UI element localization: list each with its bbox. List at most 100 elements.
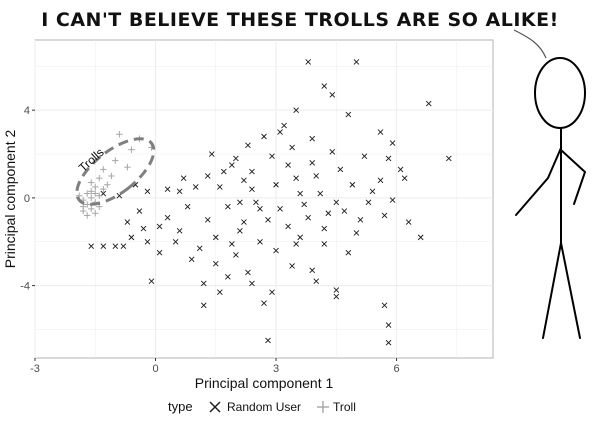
random-user-point bbox=[176, 188, 183, 195]
random-user-point bbox=[225, 203, 231, 210]
random-user-point bbox=[184, 203, 191, 210]
random-user-point bbox=[233, 155, 239, 162]
random-user-point-stroke bbox=[313, 173, 320, 179]
random-user-point bbox=[321, 241, 328, 247]
random-user-point bbox=[216, 184, 223, 190]
troll-point bbox=[92, 183, 99, 191]
troll-ellipse bbox=[75, 137, 156, 206]
random-user-point bbox=[221, 168, 227, 175]
random-user-point-stroke bbox=[225, 203, 231, 210]
random-user-point-stroke bbox=[417, 234, 424, 241]
random-user-point bbox=[229, 241, 235, 247]
random-user-point-stroke bbox=[132, 181, 139, 188]
random-user-point-stroke bbox=[377, 129, 384, 135]
random-user-point bbox=[349, 181, 356, 188]
random-user-point bbox=[297, 190, 303, 197]
random-user-point bbox=[128, 234, 135, 241]
random-user-point-stroke bbox=[321, 83, 328, 89]
random-user-point-stroke bbox=[361, 153, 368, 160]
random-user-point bbox=[353, 59, 360, 65]
random-user-point-stroke bbox=[204, 173, 211, 179]
random-user-point bbox=[361, 153, 368, 160]
random-user-point bbox=[341, 208, 348, 214]
random-user-point-stroke bbox=[273, 181, 279, 188]
random-user-point-stroke bbox=[253, 199, 259, 206]
random-user-point-stroke bbox=[241, 177, 247, 184]
random-user-point bbox=[277, 206, 283, 212]
random-user-point-stroke bbox=[128, 234, 135, 241]
random-user-point bbox=[245, 269, 251, 276]
random-user-point-stroke bbox=[309, 267, 316, 274]
y-axis-title: Principal component 2 bbox=[2, 130, 18, 269]
random-user-point bbox=[156, 249, 163, 256]
troll-point bbox=[92, 210, 99, 217]
random-user-point bbox=[261, 133, 267, 140]
random-user-point-stroke bbox=[148, 278, 155, 285]
random-user-point bbox=[216, 289, 223, 296]
random-user-point bbox=[305, 214, 312, 221]
random-user-point-stroke bbox=[261, 133, 267, 140]
random-user-point bbox=[345, 111, 352, 118]
random-user-point-stroke bbox=[389, 140, 396, 146]
troll-point bbox=[84, 190, 91, 197]
random-user-point-stroke bbox=[241, 219, 247, 225]
random-user-point-stroke bbox=[365, 199, 372, 206]
troll-point bbox=[88, 179, 95, 186]
random-user-point-stroke bbox=[124, 219, 131, 225]
random-user-point bbox=[369, 188, 376, 195]
legend-marker-x bbox=[209, 401, 221, 413]
random-user-point-stroke bbox=[192, 184, 199, 190]
random-user-point-stroke bbox=[345, 111, 352, 118]
random-user-point bbox=[385, 339, 392, 346]
troll-point bbox=[88, 194, 95, 202]
random-user-point bbox=[120, 243, 127, 249]
random-user-point-stroke bbox=[164, 214, 171, 221]
random-user-point-stroke bbox=[212, 260, 219, 267]
random-user-point bbox=[309, 159, 316, 166]
random-user-point-stroke bbox=[333, 287, 340, 293]
random-user-point bbox=[293, 175, 299, 181]
random-user-point bbox=[140, 225, 147, 232]
random-user-point-stroke bbox=[120, 243, 127, 249]
speech-line bbox=[513, 29, 547, 59]
random-user-point bbox=[325, 210, 332, 217]
random-user-point-stroke bbox=[257, 238, 263, 245]
random-user-point bbox=[176, 227, 183, 234]
random-user-point-stroke bbox=[385, 322, 392, 328]
x-axis-title: Principal component 1 bbox=[195, 375, 334, 391]
random-user-point bbox=[285, 162, 291, 168]
troll-point bbox=[100, 166, 107, 173]
random-user-point bbox=[321, 225, 328, 232]
x-tick-label: 6 bbox=[394, 363, 400, 375]
y-tick-label: -4 bbox=[20, 281, 30, 293]
random-user-point-stroke bbox=[204, 217, 211, 223]
random-user-point-stroke bbox=[385, 339, 392, 346]
troll-point bbox=[96, 174, 103, 182]
random-user-point bbox=[100, 243, 107, 249]
random-user-point-stroke bbox=[341, 208, 348, 214]
random-user-point-stroke bbox=[188, 256, 195, 263]
random-user-point-stroke bbox=[289, 144, 295, 151]
random-user-point-stroke bbox=[281, 122, 287, 129]
random-user-point-stroke bbox=[369, 188, 376, 195]
random-user-point-stroke bbox=[357, 217, 364, 223]
random-user-point-stroke bbox=[389, 197, 396, 203]
random-user-point-stroke bbox=[285, 223, 291, 230]
random-user-point-stroke bbox=[333, 199, 340, 206]
random-user-point bbox=[425, 100, 432, 107]
random-user-point bbox=[249, 168, 255, 175]
random-user-point-stroke bbox=[100, 190, 107, 197]
random-user-point-stroke bbox=[100, 243, 107, 249]
random-user-point bbox=[253, 199, 259, 206]
troll-point bbox=[100, 185, 107, 193]
random-user-point-stroke bbox=[88, 243, 95, 249]
random-user-point bbox=[317, 190, 324, 197]
random-user-point-stroke bbox=[385, 155, 392, 162]
random-user-point bbox=[245, 142, 251, 149]
random-user-point-stroke bbox=[249, 186, 255, 192]
random-user-point-stroke bbox=[176, 227, 183, 234]
random-user-point-stroke bbox=[200, 302, 207, 309]
random-user-point-stroke bbox=[297, 234, 303, 241]
random-user-point-stroke bbox=[216, 184, 223, 190]
random-user-point-stroke bbox=[245, 142, 251, 149]
